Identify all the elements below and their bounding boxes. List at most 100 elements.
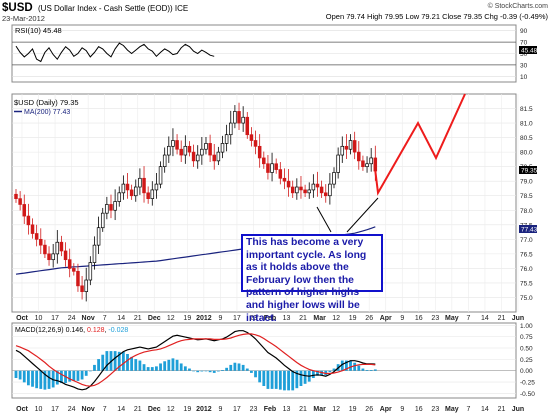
macd-tick-label: 0.75 bbox=[520, 334, 533, 341]
candle-body bbox=[352, 140, 357, 153]
candle-body bbox=[357, 151, 361, 162]
macd-histogram-bar bbox=[134, 359, 138, 371]
macd-histogram-bar bbox=[76, 370, 80, 381]
candle-body bbox=[129, 189, 134, 197]
candle-body bbox=[84, 279, 88, 293]
x-tick-label: Dec bbox=[148, 406, 161, 413]
candle-body bbox=[80, 285, 84, 293]
candle-body bbox=[299, 186, 303, 191]
macd-tick-label: -0.50 bbox=[520, 391, 535, 398]
rsi-value-label: 45.48 bbox=[521, 48, 538, 55]
macd-histogram-bar bbox=[258, 370, 262, 383]
macd-histogram-bar bbox=[283, 370, 286, 391]
rsi-series-line bbox=[15, 42, 215, 63]
candle-body bbox=[154, 183, 159, 191]
candle-body bbox=[26, 215, 31, 226]
candle-body bbox=[138, 177, 142, 188]
candle-body bbox=[100, 212, 105, 229]
candle-body bbox=[34, 233, 39, 240]
ma-value-badge bbox=[519, 225, 537, 233]
candle-body bbox=[125, 183, 130, 191]
x-tick-label: 7 bbox=[466, 315, 470, 322]
chart-symbol: $USD bbox=[2, 2, 33, 14]
candle-body bbox=[167, 145, 171, 156]
macd-histogram-bar bbox=[51, 370, 55, 388]
candle-body bbox=[295, 186, 299, 194]
candle-body bbox=[208, 143, 212, 156]
x-tick-label: 10 bbox=[35, 315, 43, 322]
candle-body bbox=[18, 198, 22, 205]
candle-body bbox=[179, 148, 183, 156]
macd-histogram-bar bbox=[216, 370, 220, 372]
x-tick-label: Dec bbox=[148, 315, 161, 322]
x-tick-label: Mar bbox=[313, 406, 326, 413]
x-tick-label: Nov bbox=[82, 406, 95, 413]
candle-body bbox=[253, 140, 258, 147]
candle-body bbox=[134, 186, 138, 197]
candle-body bbox=[262, 157, 266, 165]
candle-body bbox=[175, 140, 179, 150]
x-tick-label: 17 bbox=[233, 315, 241, 322]
macd-histogram-bar bbox=[332, 368, 336, 371]
macd-histogram-bar bbox=[84, 370, 88, 376]
macd-histogram-bar bbox=[18, 370, 22, 380]
macd-histogram-bar bbox=[155, 366, 158, 371]
x-tick-label: 14 bbox=[117, 406, 125, 413]
macd-histogram-bar bbox=[369, 370, 373, 371]
price-tick-labels: 75.075.576.076.577.077.578.078.579.079.5… bbox=[520, 106, 533, 302]
macd-legend-hist: -0.028 bbox=[108, 327, 128, 334]
candle-body bbox=[67, 259, 72, 269]
macd-histogram-bar bbox=[353, 362, 357, 371]
x-tick-label: Mar bbox=[313, 315, 326, 322]
price-tick-label: 80.5 bbox=[520, 135, 533, 142]
macd-histogram-bar bbox=[328, 370, 332, 373]
candle-body bbox=[183, 145, 188, 156]
macd-histogram-bar bbox=[373, 369, 377, 371]
rsi-tick-labels: 10 30 50 70 90 bbox=[520, 28, 528, 81]
candle-body bbox=[105, 204, 109, 214]
price-candles bbox=[14, 102, 378, 302]
annotation-pointers bbox=[316, 197, 379, 233]
annotation-pointer-left bbox=[316, 206, 332, 233]
candle-body bbox=[55, 241, 60, 255]
rsi-tick-label: 10 bbox=[520, 74, 528, 81]
price-tick-label: 80.0 bbox=[520, 150, 533, 157]
price-legend: $USD (Daily) 79.35 bbox=[14, 98, 79, 107]
candle-body bbox=[324, 192, 328, 197]
candle-body bbox=[311, 183, 316, 191]
macd-histogram-bar bbox=[229, 364, 233, 371]
candle-body bbox=[257, 145, 262, 159]
candle-body bbox=[88, 262, 93, 281]
candle-body bbox=[30, 224, 35, 234]
candle-body bbox=[39, 238, 43, 246]
candle-body bbox=[344, 145, 349, 150]
x-tick-label: 14 bbox=[117, 315, 125, 322]
rsi-value-badge bbox=[519, 46, 537, 54]
macd-histogram-bar bbox=[225, 367, 229, 371]
macd-histogram-bar bbox=[291, 370, 295, 391]
macd-histogram-bar bbox=[88, 370, 92, 372]
macd-histogram-bar bbox=[270, 370, 274, 389]
macd-tick-label: 1.00 bbox=[520, 323, 533, 330]
price-tick-label: 78.0 bbox=[520, 208, 533, 215]
candle-body bbox=[229, 122, 233, 136]
candle-body bbox=[212, 154, 216, 162]
x-tick-label: 21 bbox=[299, 406, 307, 413]
macd-histogram-bar bbox=[365, 370, 369, 371]
candle-body bbox=[249, 134, 254, 141]
candle-body bbox=[72, 268, 76, 272]
macd-histogram-bar bbox=[138, 360, 142, 371]
candle-body bbox=[220, 143, 225, 153]
x-tick-label: 23 bbox=[250, 406, 258, 413]
candle-body bbox=[369, 157, 373, 165]
macd-histogram-bar bbox=[345, 360, 348, 371]
price-tick-label: 79.0 bbox=[520, 179, 533, 186]
candle-body bbox=[373, 157, 378, 172]
x-tick-label: 7 bbox=[466, 406, 470, 413]
candle-body bbox=[348, 140, 353, 150]
candle-body bbox=[361, 160, 365, 168]
x-tick-label: 12 bbox=[332, 315, 340, 322]
candle-body bbox=[224, 134, 229, 144]
macd-histogram-bar bbox=[146, 367, 150, 371]
